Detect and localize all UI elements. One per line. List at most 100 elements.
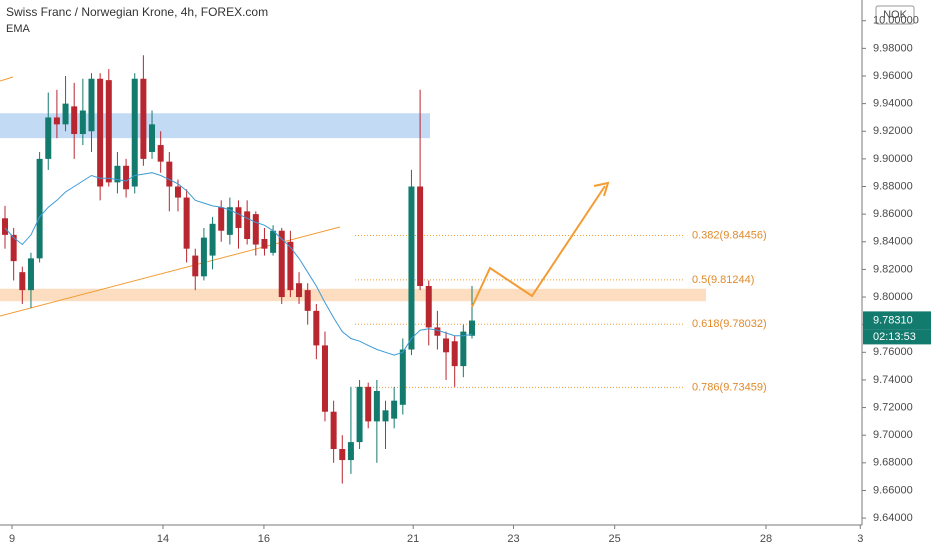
y-tick-label: 9.74000 bbox=[873, 374, 913, 386]
candle-body bbox=[313, 310, 320, 346]
candle-body bbox=[131, 78, 138, 187]
countdown-label: 02:13:53 bbox=[873, 331, 916, 343]
candle-body bbox=[391, 400, 398, 419]
candle-body bbox=[27, 258, 34, 291]
x-tick-label: 9 bbox=[9, 533, 15, 545]
candle-body bbox=[123, 165, 130, 190]
y-tick-label: 9.98000 bbox=[873, 42, 913, 54]
y-tick-label: 9.86000 bbox=[873, 208, 913, 220]
fib-level-label: 0.5(9.81244) bbox=[692, 274, 754, 286]
x-tick-label: 14 bbox=[157, 533, 169, 545]
y-tick-label: 9.72000 bbox=[873, 401, 913, 413]
candle-body bbox=[45, 117, 52, 159]
currency-label: NOK bbox=[883, 9, 908, 21]
fib-level-label: 0.382(9.84456) bbox=[692, 229, 767, 241]
y-tick-label: 10.00000 bbox=[873, 15, 919, 27]
candle-body bbox=[278, 230, 285, 298]
candle-body bbox=[417, 186, 424, 286]
y-tick-label: 9.66000 bbox=[873, 484, 913, 496]
candle-body bbox=[296, 283, 303, 298]
candle-body bbox=[425, 285, 432, 328]
x-tick-label: 23 bbox=[507, 533, 519, 545]
candle-body bbox=[244, 211, 251, 240]
candle-body bbox=[330, 411, 337, 450]
candle-body bbox=[62, 103, 69, 125]
candle-body bbox=[252, 214, 259, 245]
candle-body bbox=[183, 197, 190, 249]
x-tick-label: 21 bbox=[407, 533, 419, 545]
candle-body bbox=[140, 78, 147, 159]
candle-body bbox=[79, 110, 86, 135]
y-tick-label: 9.88000 bbox=[873, 180, 913, 192]
candle-body bbox=[10, 234, 17, 262]
y-tick-label: 9.94000 bbox=[873, 98, 913, 110]
y-tick-label: 9.90000 bbox=[873, 153, 913, 165]
candle-body bbox=[287, 241, 294, 291]
candle-body bbox=[443, 338, 450, 353]
candle-body bbox=[157, 145, 164, 162]
y-tick-label: 9.82000 bbox=[873, 263, 913, 275]
candle-body bbox=[468, 320, 475, 336]
candle-body bbox=[373, 390, 380, 422]
last-price-label: 9.78310 bbox=[873, 314, 913, 326]
candle-body bbox=[71, 106, 78, 135]
candle-body bbox=[460, 331, 467, 367]
candle-body bbox=[88, 78, 95, 132]
y-tick-label: 9.84000 bbox=[873, 236, 913, 248]
candle-body bbox=[105, 80, 112, 183]
y-tick-label: 9.80000 bbox=[873, 291, 913, 303]
symbol-title: Swiss Franc / Norwegian Krone, 4h, FOREX… bbox=[6, 5, 268, 19]
candle-body bbox=[408, 186, 415, 350]
y-tick-label: 9.76000 bbox=[873, 346, 913, 358]
candle-body bbox=[192, 255, 199, 277]
y-tick-label: 9.96000 bbox=[873, 70, 913, 82]
last-price-badge bbox=[863, 311, 931, 330]
x-tick-label: 16 bbox=[258, 533, 270, 545]
candle-body bbox=[114, 165, 121, 183]
candle-body bbox=[235, 207, 242, 228]
trend-line bbox=[0, 76, 14, 82]
ema-line bbox=[4, 172, 473, 356]
x-tick-label: 28 bbox=[760, 533, 772, 545]
fib-level-label: 0.786(9.73459) bbox=[692, 381, 767, 393]
candle-body bbox=[19, 272, 26, 291]
candle-body bbox=[304, 290, 311, 311]
currency-badge[interactable] bbox=[875, 5, 915, 25]
candle-body bbox=[321, 345, 328, 412]
candle-body bbox=[200, 237, 207, 277]
countdown-badge bbox=[863, 329, 931, 345]
candle-body bbox=[451, 341, 458, 367]
y-tick-label: 9.92000 bbox=[873, 125, 913, 137]
candle-body bbox=[382, 410, 389, 422]
projection-arrowhead bbox=[593, 181, 610, 197]
x-tick-label: 25 bbox=[609, 533, 621, 545]
candle-body bbox=[347, 442, 354, 461]
y-tick-label: 9.64000 bbox=[873, 512, 913, 524]
candle-body bbox=[209, 223, 216, 256]
candle-body bbox=[226, 207, 233, 235]
candle-body bbox=[166, 161, 173, 187]
candle-body bbox=[53, 117, 60, 125]
candle-body bbox=[149, 124, 156, 152]
indicator-label: EMA bbox=[6, 23, 31, 35]
y-tick-label: 9.68000 bbox=[873, 457, 913, 469]
candle-body bbox=[339, 449, 346, 461]
y-tick-label: 9.70000 bbox=[873, 429, 913, 441]
fib-level-label: 0.618(9.78032) bbox=[692, 318, 767, 330]
candle-body bbox=[270, 230, 277, 253]
candle-body bbox=[434, 327, 441, 336]
price-zone bbox=[0, 288, 706, 302]
candle-body bbox=[365, 386, 372, 422]
candle-body bbox=[174, 186, 181, 198]
candle-body bbox=[356, 386, 363, 443]
candle-body bbox=[399, 349, 406, 405]
x-tick-label: 3 bbox=[857, 533, 863, 545]
candle-body bbox=[97, 78, 104, 187]
candle-body bbox=[261, 239, 268, 249]
candle-body bbox=[36, 158, 43, 259]
projection-path bbox=[471, 185, 606, 308]
candle-body bbox=[218, 207, 225, 231]
